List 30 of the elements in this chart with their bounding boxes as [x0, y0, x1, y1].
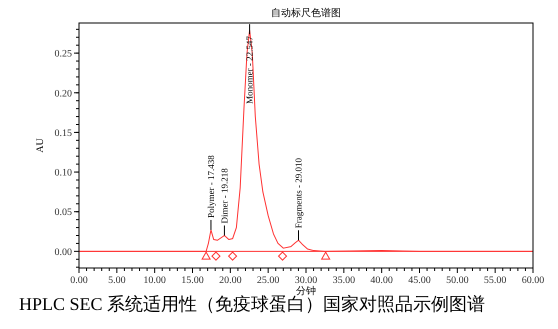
chart-title: 自动标尺色谱图: [271, 7, 341, 19]
x-tick-label: 10.00: [143, 275, 166, 286]
y-tick-label: 0.25: [54, 48, 72, 60]
x-tick-label: 25.00: [256, 275, 280, 286]
annotation: Monomer - 22.547: [244, 24, 255, 104]
y-tick-label: 0.20: [54, 88, 72, 100]
x-tick-label: 35.00: [332, 275, 356, 286]
x-tick-label: 0.00: [70, 275, 88, 286]
y-axis-title: AU: [35, 138, 46, 153]
x-tick-label: 5.00: [108, 275, 126, 286]
x-tick-label: 20.00: [219, 275, 242, 286]
x-tick-label: 55.00: [484, 275, 506, 286]
annotation: Polymer - 17.438: [206, 155, 216, 230]
annotation: HPLC SEC 系统适用性（免疫球蛋白）国家对照品示例图谱: [19, 294, 486, 314]
x-tick-label: 45.00: [408, 275, 431, 286]
x-tick-label: 15.00: [181, 275, 204, 286]
annotation: Dimer - 19.218: [219, 168, 230, 224]
x-axis-title: 分钟: [296, 285, 316, 297]
x-tick-label: 30.00: [294, 275, 318, 286]
annotation: Fragments - 29.010: [294, 158, 304, 228]
x-tick-label: 40.00: [370, 275, 393, 286]
x-tick-label: 60.00: [522, 275, 544, 286]
y-tick-label: 0.15: [54, 128, 72, 139]
y-tick-label: 0.10: [54, 168, 72, 179]
annotation: Fragments - 29.010: [294, 158, 304, 241]
y-tick-label: 0.00: [54, 246, 72, 258]
annotation: Polymer - 17.438: [206, 154, 216, 218]
y-tick-label: 0.05: [54, 207, 72, 218]
x-tick-label: 50.00: [446, 275, 469, 286]
annotation: Dimer - 19.218: [219, 168, 230, 236]
